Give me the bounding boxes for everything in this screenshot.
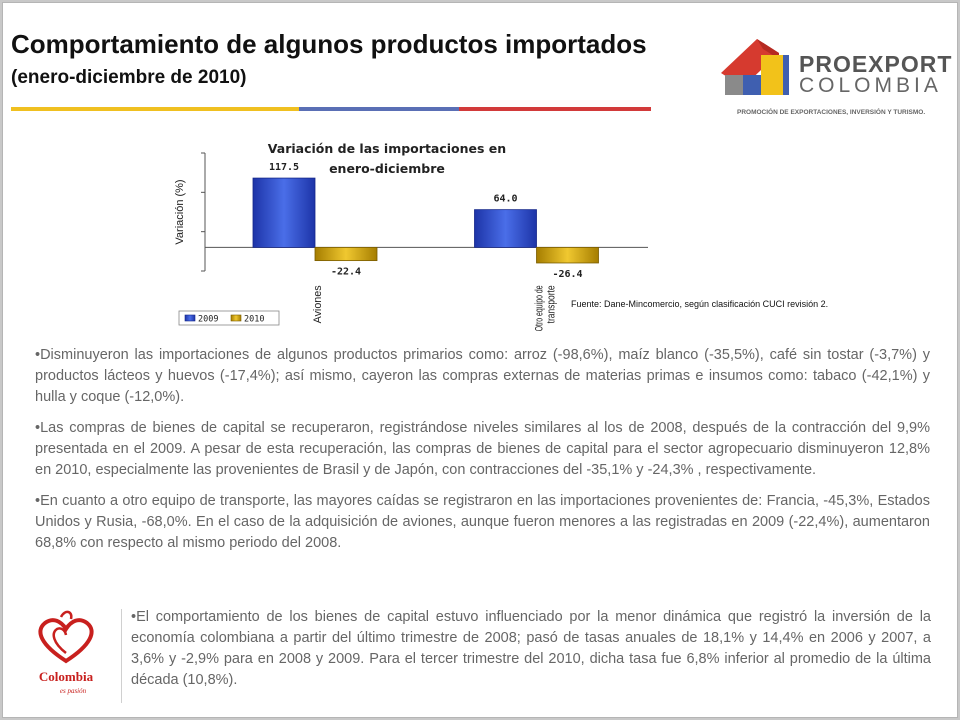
legend-swatch-2009 <box>184 314 196 322</box>
data-label: 117.5 <box>269 162 299 173</box>
legend-label-2010: 2010 <box>244 315 264 325</box>
paragraph-4: •El comportamiento de los bienes de capi… <box>131 609 931 688</box>
colombia-heart-icon: Colombia es pasión <box>38 610 94 695</box>
proexport-house-icon <box>721 39 789 95</box>
bar-chart: Variación de las importaciones en enero-d… <box>174 141 648 331</box>
page-subtitle: (enero-diciembre de 2010) <box>11 67 247 88</box>
bar-2010-1 <box>536 247 599 264</box>
bar-2010-0 <box>314 247 378 262</box>
body-text: •Disminuyeron las importaciones de algun… <box>35 345 930 564</box>
category-label: transporte <box>546 285 558 323</box>
y-axis-label: Variación (%) <box>174 179 186 244</box>
legend-box <box>178 310 280 326</box>
data-label: -26.4 <box>552 269 582 280</box>
bar-2009-0 <box>252 177 316 248</box>
title-divider <box>11 107 651 111</box>
paragraph-3: •En cuanto a otro equipo de transporte, … <box>35 493 930 551</box>
colombia-logo: Colombia es pasión <box>21 603 111 703</box>
colombia-logo-text: Colombia <box>39 669 94 684</box>
category-label: Aviones <box>312 285 324 323</box>
logo-name: PROEXPORT <box>799 51 953 77</box>
category-label: Otro equipo de <box>534 285 546 331</box>
legend-swatch-2010 <box>230 314 242 322</box>
logo-country: COLOMBIA <box>799 74 942 97</box>
logo-tagline: PROMOCIÓN DE EXPORTACIONES, INVERSIÓN Y … <box>737 109 926 116</box>
page-title: Comportamiento de algunos productos impo… <box>11 29 647 59</box>
data-label: -22.4 <box>331 267 361 278</box>
data-label: 64.0 <box>493 194 517 205</box>
chart-title: Variación de las importaciones en enero-d… <box>268 141 506 176</box>
legend-label-2009: 2009 <box>198 315 218 325</box>
paragraph-divider <box>121 609 122 703</box>
source-note: Fuente: Dane-Mincomercio, según clasific… <box>571 299 829 309</box>
colombia-logo-tagline: es pasión <box>60 687 87 695</box>
bar-2009-1 <box>474 209 537 248</box>
paragraph-1: •Disminuyeron las importaciones de algun… <box>35 347 930 405</box>
proexport-logo: PROEXPORT COLOMBIA PROMOCIÓN DE EXPORTAC… <box>717 27 957 127</box>
paragraph-2: •Las compras de bienes de capital se rec… <box>35 420 930 478</box>
